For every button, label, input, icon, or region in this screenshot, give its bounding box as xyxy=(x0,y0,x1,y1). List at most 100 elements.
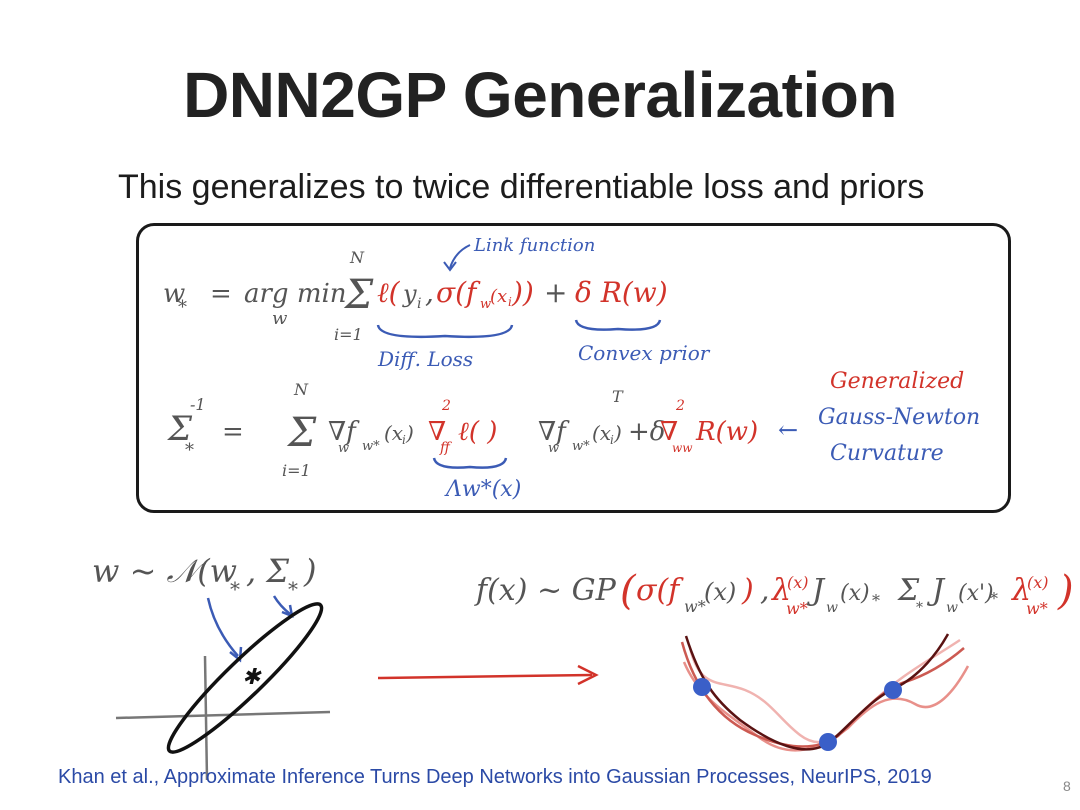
svg-text:): ) xyxy=(405,421,414,445)
svg-text:ww: ww xyxy=(672,441,693,455)
data-point xyxy=(884,681,902,699)
svg-text:i=1: i=1 xyxy=(282,461,311,480)
covariance-equation: Σ -1 * = Σ N i=1 ∇f w w* (x i ) xyxy=(166,380,414,480)
slide-subtitle: This generalizes to twice differentiable… xyxy=(118,168,925,206)
svg-text:w*: w* xyxy=(362,439,380,454)
loss-term: ℓ( y i , σ(f w (x i )) xyxy=(377,276,534,312)
svg-text:*: * xyxy=(230,577,240,601)
svg-text:w: w xyxy=(272,308,288,329)
prior-hessian-term: ∇ 2 ww R(w) xyxy=(660,398,758,455)
svg-text:w*: w* xyxy=(1026,599,1048,618)
svg-text:ff: ff xyxy=(439,440,452,456)
svg-text:arg min: arg min xyxy=(244,279,347,309)
svg-text:Σ: Σ xyxy=(343,272,374,318)
mean-marker-icon: ✱ xyxy=(242,665,262,690)
svg-text:i: i xyxy=(508,295,512,309)
svg-text:λ: λ xyxy=(771,573,791,608)
prior-term: + δ R(w) xyxy=(544,276,668,309)
svg-text:=: = xyxy=(222,417,244,447)
equation-box xyxy=(136,223,1011,513)
link-arrow xyxy=(449,244,471,269)
svg-text:ℓ( ): ℓ( ) xyxy=(458,417,497,447)
svg-text:(: ( xyxy=(620,568,637,614)
x-axis xyxy=(115,710,331,720)
svg-text:2: 2 xyxy=(441,398,451,414)
lambda-label: Λw*(x) xyxy=(444,477,521,502)
svg-text:w*: w* xyxy=(572,439,590,454)
svg-text:f(x) ~ GP: f(x) ~ GP xyxy=(474,573,617,608)
svg-text:): ) xyxy=(1057,568,1074,614)
convex-prior-brace xyxy=(574,319,662,331)
svg-text:): ) xyxy=(613,421,622,445)
map-arrow xyxy=(377,673,593,680)
gauss-newton-label: Gauss-Newton xyxy=(818,405,980,430)
svg-text:+: + xyxy=(544,276,567,309)
sample-curve-light-1 xyxy=(688,638,961,744)
svg-text:i: i xyxy=(402,433,406,447)
svg-text:w: w xyxy=(163,279,185,309)
svg-text:): ) xyxy=(741,573,754,608)
svg-text:*: * xyxy=(872,591,880,610)
svg-text:N: N xyxy=(293,380,309,399)
svg-text:(x): (x) xyxy=(704,578,736,606)
svg-text:(x): (x) xyxy=(1027,573,1049,592)
svg-text:Σ: Σ xyxy=(897,573,920,608)
svg-text:R(w): R(w) xyxy=(695,417,758,447)
svg-text:J: J xyxy=(806,573,826,608)
mean-curve-dark xyxy=(684,633,950,751)
hessian-term: ∇ 2 ff ℓ( ) xyxy=(428,398,497,456)
diff-loss-label: Diff. Loss xyxy=(377,347,473,371)
svg-text:, Σ: , Σ xyxy=(246,552,289,590)
curvature-label: Curvature xyxy=(830,441,944,466)
link-function-label: Link function xyxy=(473,235,595,256)
convex-prior-label: Convex prior xyxy=(578,341,711,365)
svg-text:∇: ∇ xyxy=(660,417,678,447)
svg-text:w ~ 𝒩(w: w ~ 𝒩(w xyxy=(92,552,237,590)
sample-curve-red xyxy=(680,641,965,748)
svg-text:2: 2 xyxy=(675,398,685,414)
svg-text:y: y xyxy=(402,280,417,308)
svg-text:δ R(w): δ R(w) xyxy=(575,276,668,309)
svg-text:(x): (x) xyxy=(840,581,870,606)
svg-text:(x): (x) xyxy=(787,573,809,592)
cov-arrow xyxy=(272,595,291,615)
svg-text:i: i xyxy=(610,433,614,447)
svg-text:w*: w* xyxy=(684,597,706,616)
svg-text:λ: λ xyxy=(1011,573,1031,608)
svg-text:-1: -1 xyxy=(190,395,206,414)
svg-text:Σ: Σ xyxy=(166,409,193,449)
svg-text:∇f: ∇f xyxy=(538,417,570,447)
svg-text:(x: (x xyxy=(592,421,611,445)
svg-text:,: , xyxy=(760,573,770,608)
svg-text:,: , xyxy=(425,276,434,309)
generalized-label: Generalized xyxy=(830,369,964,394)
arrow-left-icon: ← xyxy=(778,416,798,444)
y-axis xyxy=(203,655,209,781)
svg-text:w: w xyxy=(480,297,491,312)
svg-text:)): )) xyxy=(511,276,534,309)
svg-text:σ(f: σ(f xyxy=(436,276,481,309)
svg-text:ℓ(: ℓ( xyxy=(377,276,401,309)
slide-title: DNN2GP Generalization xyxy=(183,59,897,131)
posterior-ellipse xyxy=(166,602,324,754)
svg-text:+δ: +δ xyxy=(628,417,665,447)
svg-text:Σ: Σ xyxy=(286,410,317,456)
page-number: 8 xyxy=(1063,778,1071,794)
svg-text:*: * xyxy=(916,600,923,616)
svg-text:J: J xyxy=(926,573,946,608)
svg-text:*: * xyxy=(288,577,298,601)
svg-text:*: * xyxy=(990,589,998,608)
lambda-brace xyxy=(432,457,508,469)
citation: Khan et al., Approximate Inference Turns… xyxy=(58,766,932,788)
svg-text:w: w xyxy=(338,441,349,456)
svg-text:w*: w* xyxy=(786,599,808,618)
weight-optimum-equation: w * = arg min w Σ N i=1 xyxy=(163,248,374,344)
svg-text:w: w xyxy=(826,600,838,616)
data-point xyxy=(819,733,837,751)
gp-formula: f(x) ~ GP ( σ(f w* (x) ) , λ (x) w* J w … xyxy=(474,568,1074,618)
svg-text:σ(f: σ(f xyxy=(636,573,684,608)
svg-text:*: * xyxy=(185,440,194,461)
gp-sample-curves xyxy=(680,633,970,752)
